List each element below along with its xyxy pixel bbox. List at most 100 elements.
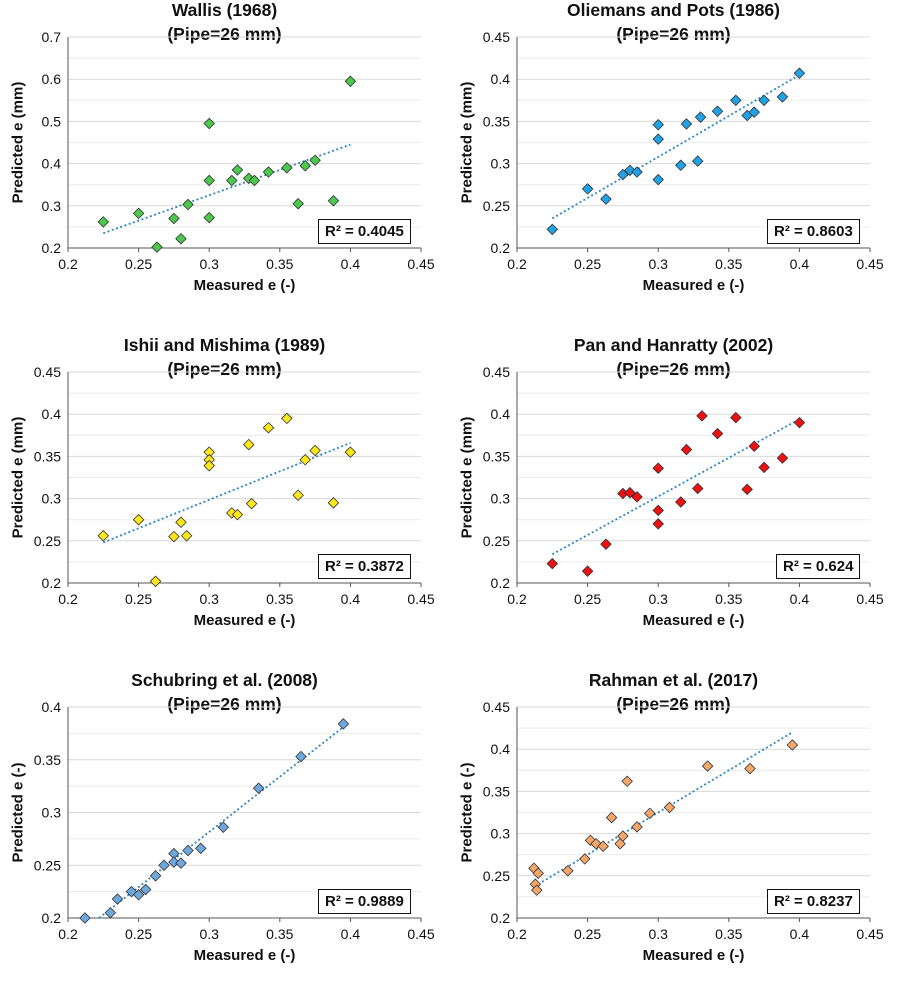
scatter-plot: 0.2 0.3 0.4 0.5 0.6 0.7 0.2 0.25 0.3 0.35 0.4 0.45 — [42, 29, 435, 272]
data-point — [691, 482, 704, 495]
y-tick-label: 0.3 — [42, 198, 62, 214]
chart-subtitle: (Pipe=26 mm) — [167, 694, 282, 714]
y-tick-label: 0.3 — [491, 491, 511, 507]
data-point — [730, 411, 742, 424]
x-tick-label: 0.4 — [790, 256, 810, 272]
x-tick-label: 0.25 — [125, 926, 152, 942]
x-tick-label: 0.35 — [266, 591, 293, 607]
scatter-plot: 0.2 0.25 0.3 0.35 0.4 0.45 0.2 0.25 0.3 0.35 0.4 0.… — [34, 364, 435, 607]
y-tick-label: 0.35 — [34, 752, 61, 768]
x-tick-label: 0.45 — [856, 926, 883, 942]
y-tick-label: 0.45 — [483, 29, 510, 45]
data-point — [248, 174, 261, 187]
y-tick-label: 0.35 — [483, 448, 510, 464]
chart-subtitle: (Pipe=26 mm) — [616, 694, 731, 714]
data-point — [292, 489, 304, 501]
data-point — [546, 557, 559, 570]
y-axis-label: Predicted e (mm) — [9, 416, 27, 539]
y-tick-label: 0.35 — [483, 113, 510, 129]
chart-panel-rahman: Rahman et al. (2017) (Pipe=26 mm) 0.2 0.2… — [449, 670, 898, 1005]
data-point — [600, 193, 612, 205]
y-tick-label: 0.2 — [491, 240, 511, 256]
x-tick-label: 0.2 — [58, 926, 78, 942]
data-point — [281, 412, 293, 425]
data-point — [643, 807, 656, 820]
y-tick-label: 0.25 — [483, 533, 510, 549]
data-point — [652, 518, 664, 530]
scatter-plot: 0.2 0.25 0.3 0.35 0.4 0.2 0.25 0.3 0.35 0.4 0.45 — [34, 699, 435, 942]
x-tick-label: 0.25 — [125, 591, 152, 607]
chart-subtitle: (Pipe=26 mm) — [167, 24, 282, 44]
y-axis-label: Predicted e (mm) — [458, 416, 476, 539]
x-tick-label: 0.45 — [407, 926, 434, 942]
y-tick-label: 0.4 — [491, 741, 511, 757]
data-point — [175, 857, 187, 869]
r-squared-label: R² = 0.8237 — [767, 889, 860, 914]
data-point — [203, 211, 215, 224]
x-tick-label: 0.45 — [856, 256, 883, 272]
data-point — [532, 867, 544, 880]
data-point — [203, 117, 215, 130]
data-point — [531, 884, 543, 896]
data-point — [744, 762, 756, 775]
x-tick-label: 0.45 — [407, 591, 434, 607]
data-point — [675, 159, 687, 172]
scatter-plot: 0.2 0.25 0.3 0.35 0.4 0.45 0.2 0.25 0.3 0.35 0.4 0.… — [483, 364, 884, 607]
chart-panel-oliemans-pots: Oliemans and Pots (1986) (Pipe=26 mm) 0.… — [449, 0, 898, 335]
chart-panel-wallis: Wallis (1968) (Pipe=26 mm) 0.2 0.3 0.4 0.5 0… — [0, 0, 449, 335]
chart-title: Ishii and Mishima (1989) — [123, 335, 326, 355]
data-point — [97, 216, 110, 228]
x-tick-label: 0.3 — [199, 926, 219, 942]
y-tick-label: 0.45 — [34, 364, 61, 380]
x-axis-label: Measured e (-) — [193, 277, 296, 294]
x-tick-label: 0.2 — [507, 256, 527, 272]
x-tick-label: 0.25 — [574, 256, 601, 272]
data-point — [168, 856, 180, 868]
data-point — [309, 444, 321, 457]
data-point — [168, 530, 180, 543]
data-point — [617, 168, 629, 181]
trend-line — [98, 726, 344, 919]
x-axis-label: Measured e (-) — [642, 612, 745, 629]
data-point — [741, 483, 753, 496]
x-tick-label: 0.35 — [266, 926, 293, 942]
data-point — [680, 118, 693, 130]
data-point — [79, 912, 91, 924]
data-point — [344, 75, 357, 88]
x-tick-label: 0.35 — [715, 926, 742, 942]
data-point — [97, 529, 110, 542]
scatter-plot: 0.2 0.25 0.3 0.35 0.4 0.45 0.2 0.25 0.3 0.35 0.4 0.… — [483, 699, 884, 942]
y-tick-label: 0.45 — [483, 699, 510, 715]
y-tick-label: 0.25 — [483, 868, 510, 884]
chart-subtitle: (Pipe=26 mm) — [167, 359, 282, 379]
data-point — [631, 821, 643, 833]
data-point — [182, 198, 194, 211]
r-squared-label: R² = 0.9889 — [318, 889, 411, 914]
y-tick-label: 0.25 — [34, 857, 61, 873]
data-point — [617, 830, 629, 842]
data-point — [175, 516, 187, 528]
data-point — [776, 91, 789, 103]
data-point — [182, 844, 194, 857]
x-tick-label: 0.35 — [715, 591, 742, 607]
data-point — [652, 133, 664, 145]
y-tick-label: 0.4 — [491, 406, 511, 422]
y-axis-label: Predicted e (-) — [9, 762, 27, 863]
y-axis-label: Predicted e (mm) — [9, 81, 27, 204]
y-tick-label: 0.3 — [491, 826, 511, 842]
data-point — [327, 497, 340, 509]
y-axis-label: Predicted e (mm) — [458, 81, 476, 204]
y-tick-label: 0.2 — [491, 910, 511, 926]
y-tick-label: 0.25 — [34, 533, 61, 549]
data-point — [621, 775, 633, 788]
chart-title: Oliemans and Pots (1986) — [567, 0, 780, 20]
data-point — [793, 67, 806, 80]
data-point — [631, 491, 643, 503]
data-point — [132, 207, 145, 220]
y-tick-label: 0.2 — [42, 575, 62, 591]
trend-line — [102, 143, 351, 235]
x-tick-label: 0.3 — [648, 926, 668, 942]
data-point — [111, 893, 124, 905]
data-point — [217, 821, 230, 834]
x-tick-label: 0.4 — [341, 591, 361, 607]
